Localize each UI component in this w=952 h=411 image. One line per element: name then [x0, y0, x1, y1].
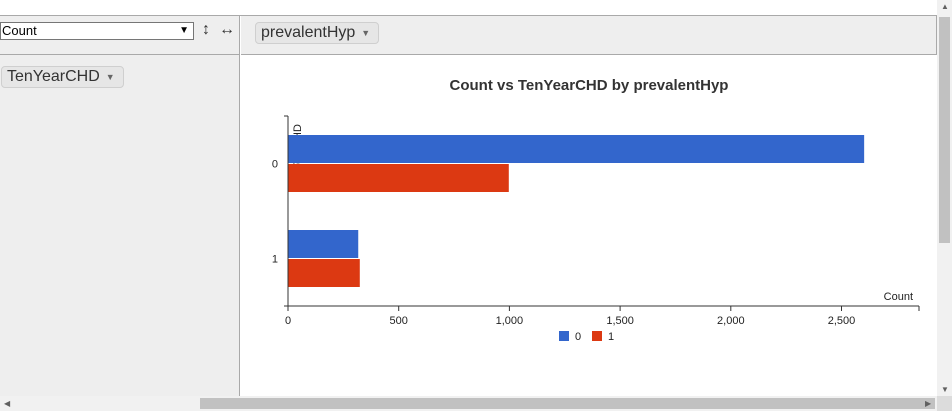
vertical-scrollbar[interactable]: ▲ ▼ [937, 0, 952, 396]
row-attr-label: TenYearCHD [7, 68, 100, 86]
chart-title: Count vs TenYearCHD by prevalentHyp [450, 77, 729, 94]
legend-swatch [559, 331, 569, 341]
scroll-right-icon[interactable]: ▶ [925, 399, 932, 408]
x-tick-label: 2,000 [717, 315, 745, 327]
bar-0-series-1 [288, 164, 509, 192]
column-attribute-area: prevalentHyp ▼ [241, 16, 937, 55]
scroll-left-icon[interactable]: ◀ [4, 399, 11, 408]
bar-chart: Count vs TenYearCHD by prevalentHyp TenY… [272, 77, 920, 343]
y-tick-label: 0 [272, 159, 278, 171]
top-divider [0, 15, 937, 16]
scroll-down-icon[interactable]: ▼ [941, 385, 949, 394]
bar-1-series-1 [288, 259, 360, 287]
aggregator-bar: Count ▼ ↕ ↔ [0, 16, 240, 55]
x-tick-label: 1,000 [496, 315, 524, 327]
chart-area: Count vs TenYearCHD by prevalentHyp TenY… [241, 56, 937, 396]
legend-label: 0 [575, 331, 581, 343]
x-axis-label: Count [884, 291, 913, 303]
aggregator-value: Count [2, 23, 37, 38]
x-tick-label: 2,500 [828, 315, 856, 327]
x-tick-label: 500 [390, 315, 408, 327]
horizontal-scrollbar[interactable]: ◀ ▶ [0, 396, 937, 411]
x-tick-label: 1,500 [606, 315, 634, 327]
horizontal-scroll-thumb[interactable] [200, 398, 935, 409]
row-order-icon[interactable]: ↕ [202, 21, 210, 38]
scroll-up-icon[interactable]: ▲ [941, 2, 949, 11]
filter-triangle-icon[interactable]: ▼ [105, 72, 115, 82]
row-attribute-panel: Count ▼ ↕ ↔ TenYearCHD ▼ [0, 16, 240, 396]
y-tick-label: 1 [272, 254, 278, 266]
bar-1-series-0 [288, 230, 359, 258]
legend-label: 1 [608, 331, 614, 343]
row-attr-pill[interactable]: TenYearCHD ▼ [1, 66, 124, 88]
scrollbar-corner [937, 396, 952, 411]
bar-0-series-0 [288, 135, 865, 163]
x-tick-label: 0 [285, 315, 291, 327]
filter-triangle-icon[interactable]: ▼ [361, 28, 371, 38]
vertical-scroll-thumb[interactable] [939, 17, 950, 243]
legend-swatch [592, 331, 602, 341]
dropdown-arrow-icon: ▼ [179, 25, 189, 36]
col-order-icon[interactable]: ↔ [219, 21, 235, 38]
aggregator-select[interactable]: Count ▼ [0, 22, 194, 40]
col-attr-pill[interactable]: prevalentHyp ▼ [255, 22, 380, 44]
col-attr-label: prevalentHyp [261, 24, 356, 42]
